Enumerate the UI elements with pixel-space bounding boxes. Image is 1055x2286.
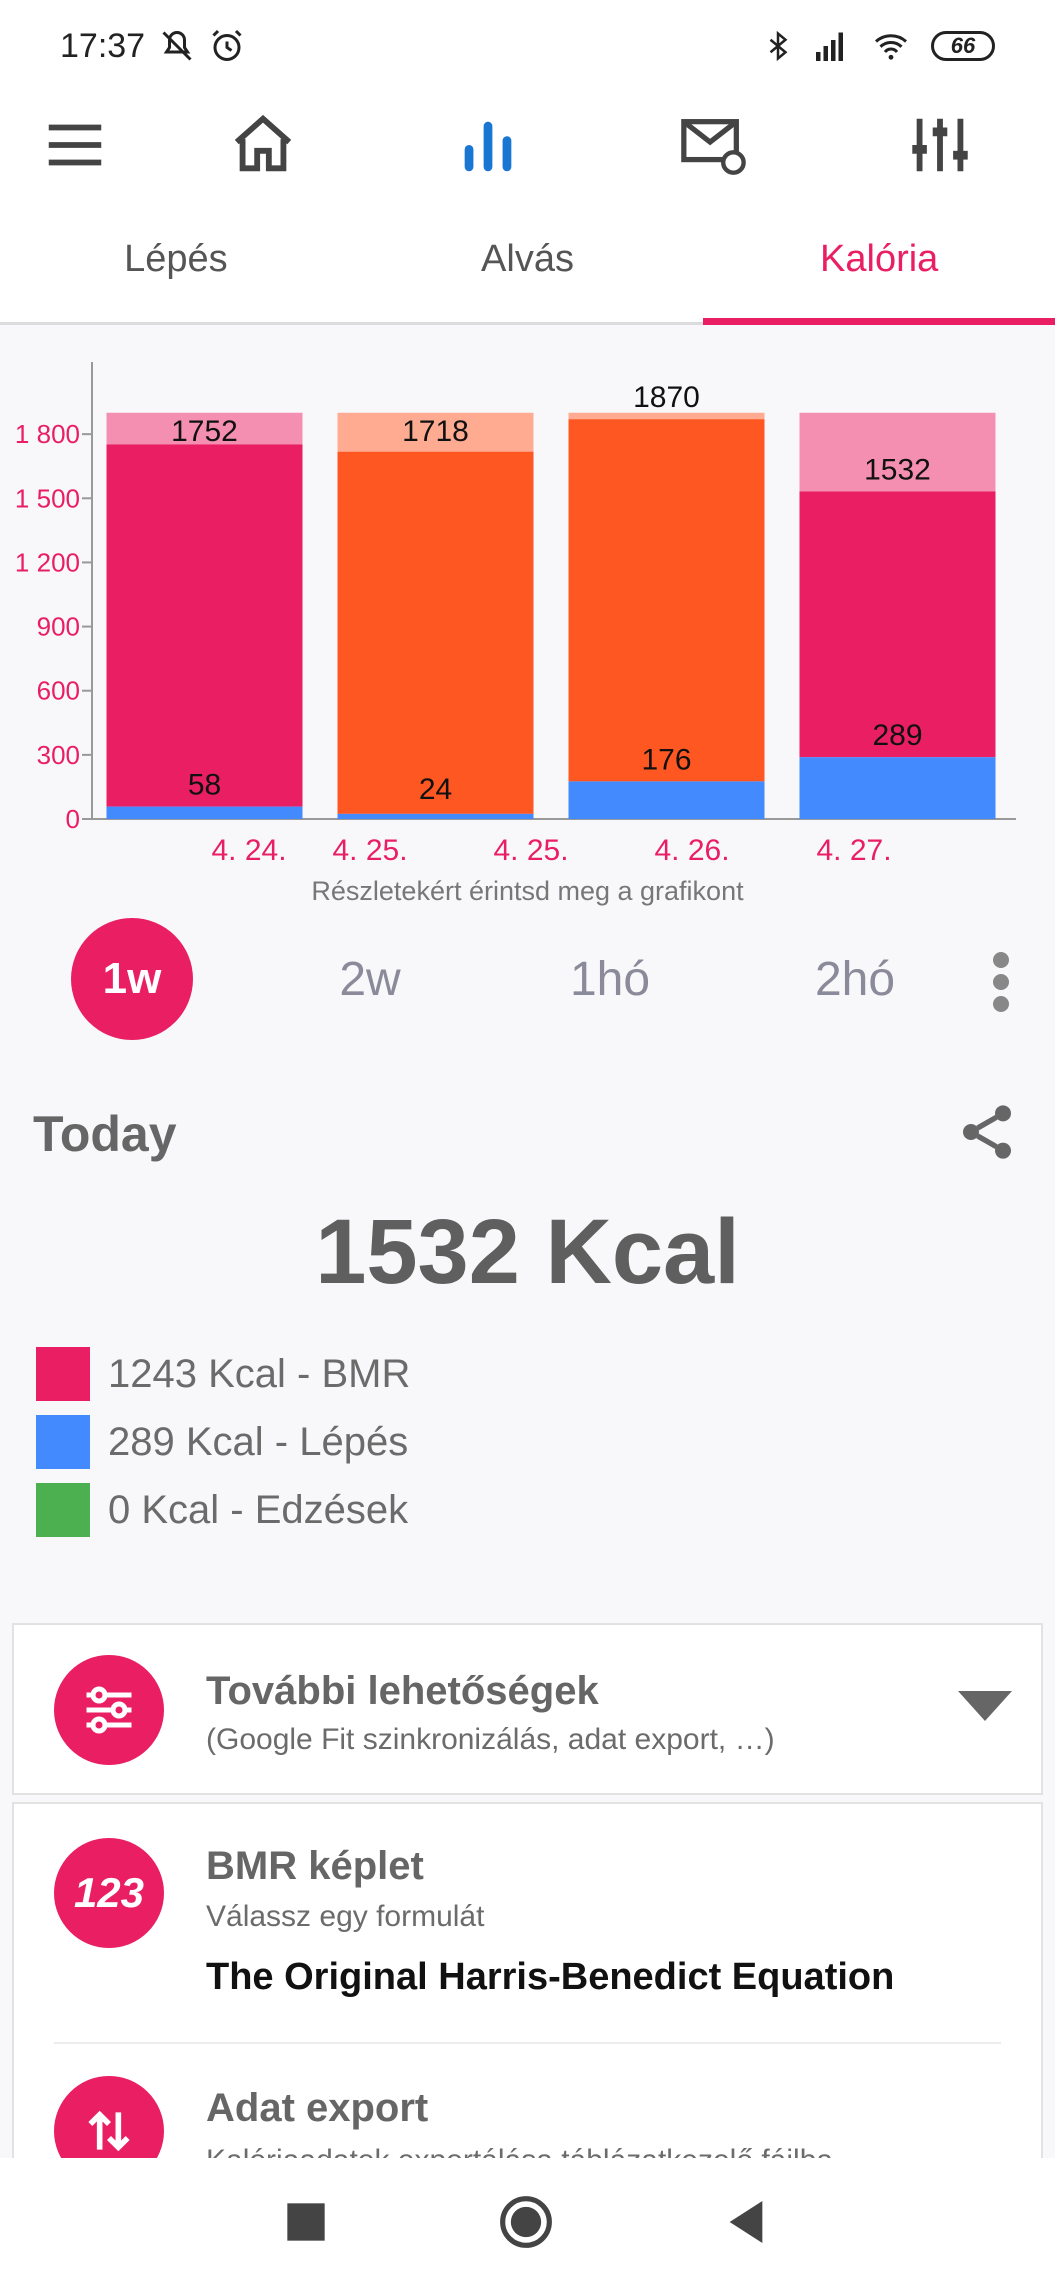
bar-total-label: 1870 bbox=[633, 381, 700, 414]
bar-total-label: 1752 bbox=[171, 415, 238, 448]
bar-bmr-segment bbox=[106, 444, 303, 807]
mail-icon[interactable] bbox=[678, 110, 748, 180]
equalizer-icon[interactable] bbox=[905, 110, 975, 180]
alarm-icon bbox=[212, 29, 242, 61]
period-2w[interactable]: 2w bbox=[310, 918, 430, 1040]
period-selector: 1w 2w 1hó 2hó bbox=[0, 918, 1055, 1043]
tab-sleep[interactable]: Alvás bbox=[352, 197, 704, 322]
bar-chart-icon[interactable] bbox=[453, 110, 523, 180]
bmr-formula-title[interactable]: BMR képlet bbox=[206, 1844, 424, 1888]
back-button[interactable] bbox=[718, 2194, 774, 2250]
y-tick-label: 0 bbox=[66, 804, 80, 834]
bar-steps-label: 289 bbox=[872, 719, 922, 752]
sliders-icon bbox=[54, 1655, 164, 1765]
status-time: 17:37 bbox=[60, 26, 146, 65]
bar-remaining-segment bbox=[106, 412, 303, 445]
legend-steps: 289 Kcal - Lépés bbox=[36, 1408, 410, 1476]
wifi-icon bbox=[875, 34, 907, 60]
bar-remaining-segment bbox=[568, 412, 765, 420]
x-tick-label: 4. 25. bbox=[332, 834, 407, 867]
period-2w-label: 2w bbox=[339, 952, 401, 1006]
legend-steps-swatch bbox=[36, 1415, 90, 1469]
today-title: Today bbox=[33, 1106, 177, 1162]
card-divider bbox=[54, 2042, 1001, 2044]
period-1mo[interactable]: 1hó bbox=[540, 918, 680, 1040]
x-tick-label: 4. 24. bbox=[211, 834, 286, 867]
numbers-icon-text: 123 bbox=[73, 1869, 145, 1916]
bar-remaining-segment bbox=[337, 412, 534, 452]
bar-bmr-segment bbox=[799, 491, 996, 758]
today-legend: 1243 Kcal - BMR 289 Kcal - Lépés 0 Kcal … bbox=[36, 1340, 410, 1544]
period-2mo-label: 2hó bbox=[814, 952, 896, 1006]
home-icon[interactable] bbox=[228, 110, 298, 180]
signal-icon bbox=[816, 32, 843, 61]
tab-steps[interactable]: Lépés bbox=[0, 197, 352, 322]
bar-steps-segment bbox=[568, 781, 765, 819]
bar-total-label: 1532 bbox=[864, 453, 931, 486]
legend-bmr: 1243 Kcal - BMR bbox=[36, 1340, 410, 1408]
bar-bmr-segment bbox=[337, 451, 534, 814]
tab-calories[interactable]: Kalória bbox=[703, 197, 1055, 325]
bmr-formula-value[interactable]: The Original Harris-Benedict Equation bbox=[206, 1956, 895, 1998]
bluetooth-icon bbox=[769, 30, 788, 62]
more-options-icon[interactable] bbox=[986, 952, 1016, 1012]
battery-level: 66 bbox=[950, 33, 976, 58]
period-1w[interactable]: 1w bbox=[71, 918, 193, 1040]
numbers-icon: 123 bbox=[54, 1838, 164, 1948]
period-2mo[interactable]: 2hó bbox=[780, 918, 930, 1040]
legend-bmr-label: 1243 Kcal - BMR bbox=[108, 1351, 411, 1396]
legend-bmr-swatch bbox=[36, 1347, 90, 1401]
legend-workouts-label: 0 Kcal - Edzések bbox=[108, 1487, 409, 1532]
period-1w-label: 1w bbox=[102, 954, 162, 1003]
chart-hint: Részletekért érintsd meg a grafikont bbox=[311, 876, 744, 906]
bar-steps-label: 24 bbox=[419, 773, 452, 806]
y-tick-label: 1 500 bbox=[15, 483, 80, 513]
y-tick-label: 1 200 bbox=[15, 547, 80, 577]
calorie-chart-svg[interactable]: 0 300 600 900 1 200 1 500 1 800 1752 58 1718 24 187… bbox=[0, 330, 1055, 870]
calorie-chart[interactable]: 0 300 600 900 1 200 1 500 1 800 1752 58 1718 24 187… bbox=[0, 330, 1055, 930]
bar-steps-segment bbox=[337, 813, 534, 819]
system-nav-bar bbox=[0, 2158, 1055, 2286]
legend-workouts-swatch bbox=[36, 1483, 90, 1537]
expand-arrow-icon[interactable] bbox=[956, 1689, 1014, 1723]
battery-icon: 66 bbox=[931, 31, 995, 61]
top-toolbar bbox=[0, 92, 1055, 197]
y-tick-label: 1 800 bbox=[15, 419, 80, 449]
recents-button[interactable] bbox=[278, 2194, 334, 2250]
bar-remaining-segment bbox=[799, 412, 996, 492]
period-1mo-label: 1hó bbox=[569, 952, 651, 1006]
bmr-formula-subtitle: Válassz egy formulát bbox=[206, 1900, 485, 1933]
y-tick-label: 300 bbox=[37, 740, 80, 770]
share-icon[interactable] bbox=[955, 1100, 1019, 1164]
bar-steps-label: 176 bbox=[641, 743, 691, 776]
y-tick-label: 600 bbox=[37, 676, 80, 706]
bar-steps-segment bbox=[799, 757, 996, 819]
x-tick-label: 4. 25. bbox=[493, 834, 568, 867]
more-options-subtitle: (Google Fit szinkronizálás, adat export,… bbox=[206, 1723, 775, 1756]
bar-bmr-segment bbox=[568, 419, 765, 782]
more-options-card[interactable]: További lehetőségek (Google Fit szinkron… bbox=[12, 1623, 1043, 1795]
tab-sleep-label: Alvás bbox=[481, 238, 574, 280]
legend-steps-label: 289 Kcal - Lépés bbox=[108, 1419, 409, 1464]
bar-total-label: 1718 bbox=[402, 415, 469, 448]
tab-calories-label: Kalória bbox=[820, 238, 939, 280]
today-total: 1532 Kcal bbox=[315, 1201, 740, 1303]
menu-icon[interactable] bbox=[40, 110, 110, 180]
home-button[interactable] bbox=[498, 2194, 554, 2250]
x-tick-label: 4. 27. bbox=[816, 834, 891, 867]
status-bar: 17:37 66 bbox=[0, 0, 1055, 92]
tab-steps-label: Lépés bbox=[124, 238, 228, 280]
x-tick-label: 4. 26. bbox=[654, 834, 729, 867]
data-export-title[interactable]: Adat export bbox=[206, 2086, 429, 2130]
more-options-title: További lehetőségek bbox=[206, 1669, 599, 1713]
mute-icon bbox=[162, 30, 192, 61]
bar-steps-segment bbox=[106, 806, 303, 819]
y-tick-label: 900 bbox=[37, 612, 80, 642]
bar-steps-label: 58 bbox=[188, 769, 221, 802]
tab-bar: Lépés Alvás Kalória bbox=[0, 197, 1055, 325]
legend-workouts: 0 Kcal - Edzések bbox=[36, 1476, 410, 1544]
